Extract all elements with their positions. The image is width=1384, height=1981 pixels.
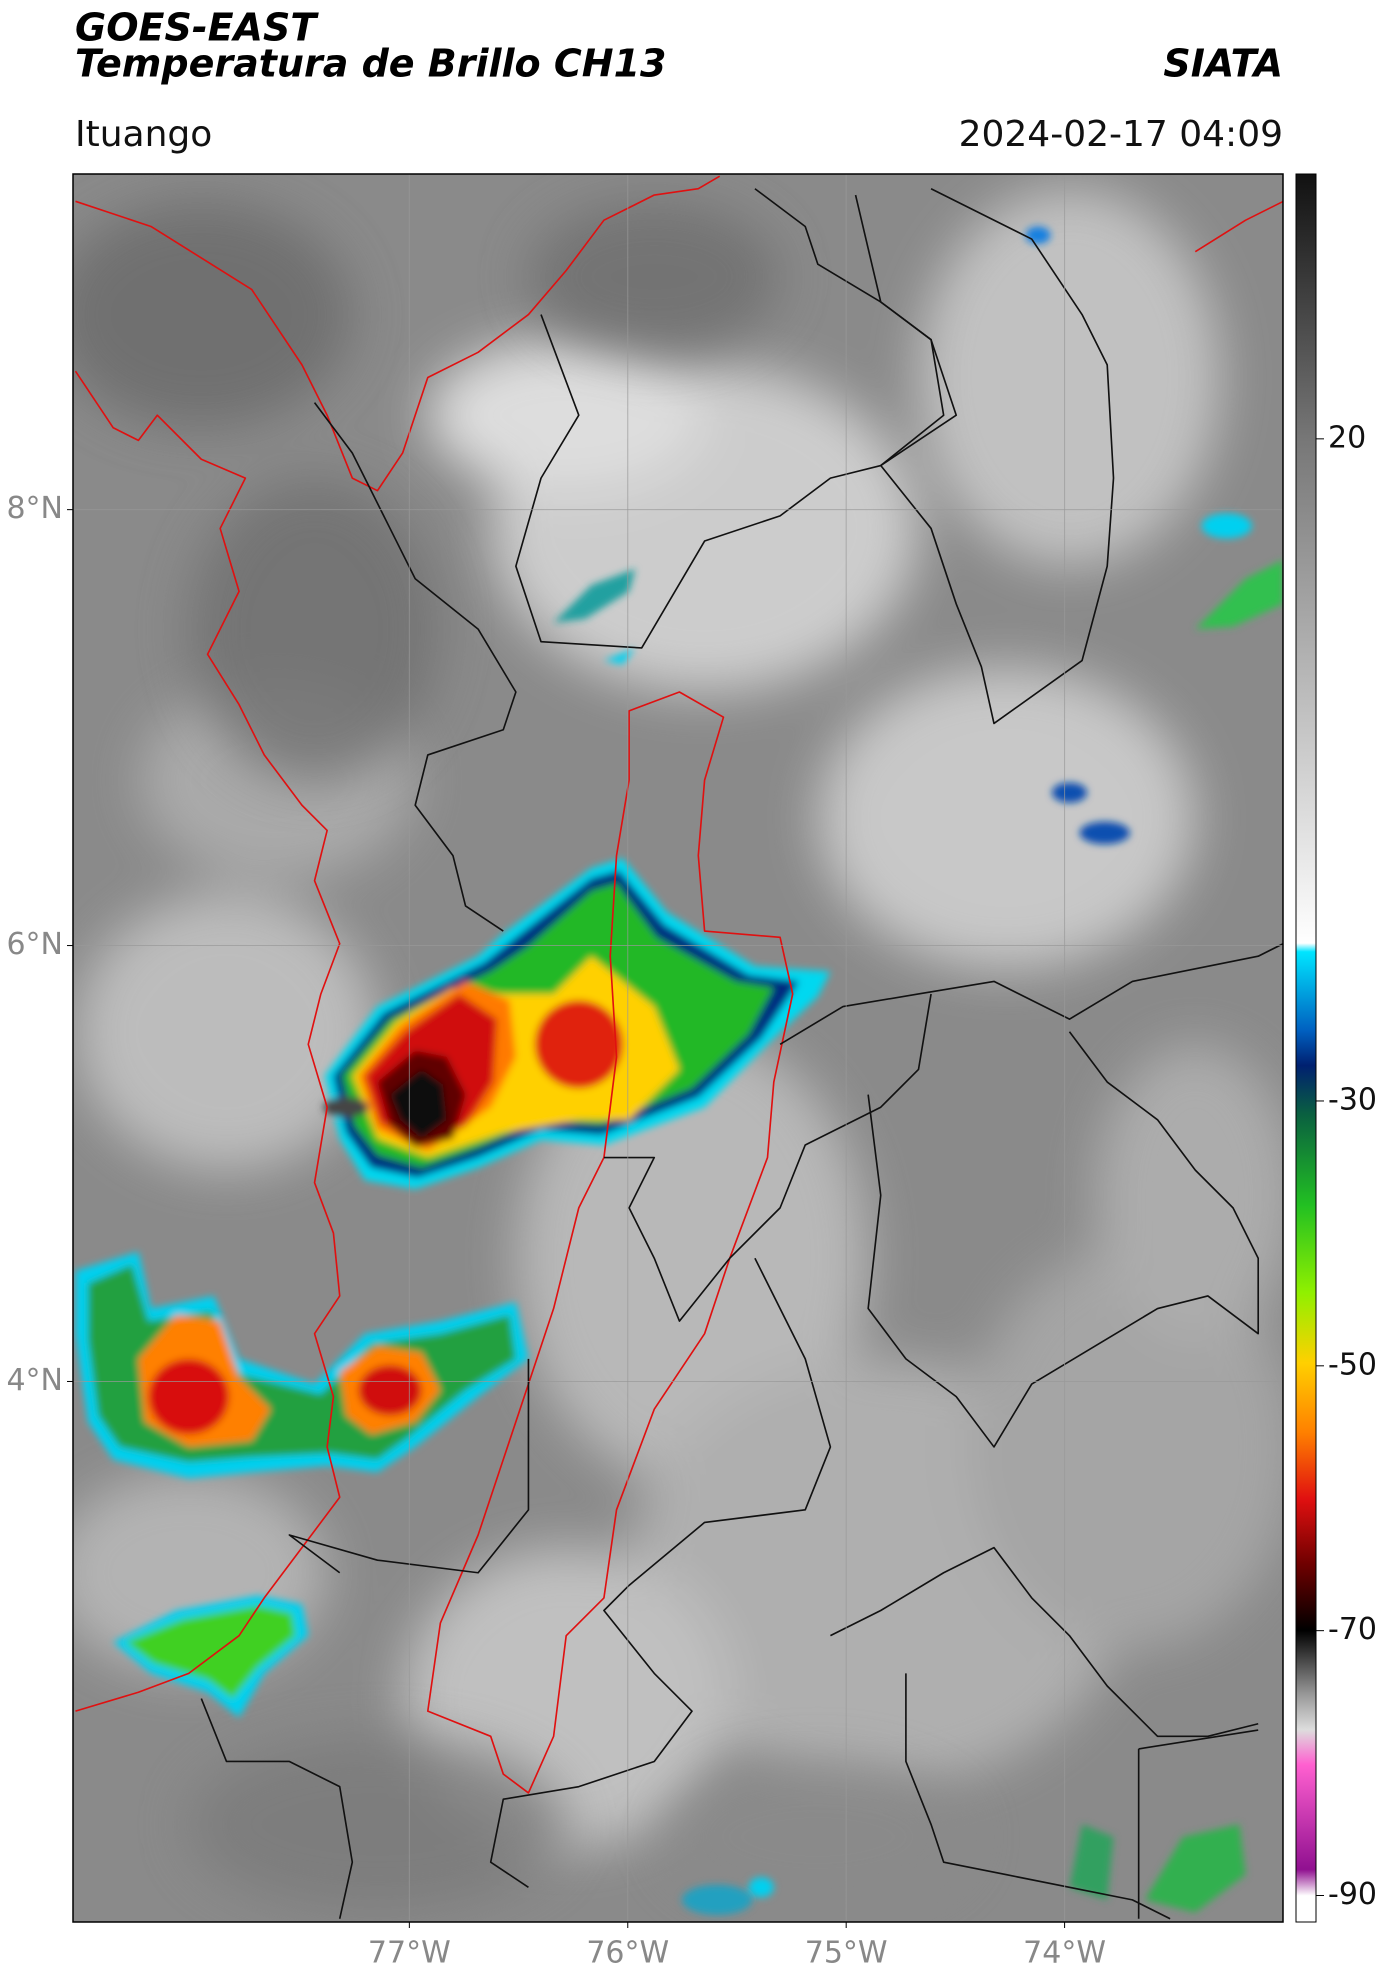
cloud-field (73, 175, 1283, 1920)
colorbar-tick-label: -90 (1328, 1877, 1377, 1912)
agency: SIATA (1163, 42, 1283, 86)
lon-tick-label: 77°W (368, 1936, 451, 1971)
lat-tick-label: 8°N (6, 491, 63, 526)
product-title: Temperatura de Brillo CH13 (75, 42, 666, 86)
graticule (73, 174, 1283, 1922)
lon-tick-label: 75°W (805, 1936, 888, 1971)
map-frame (72, 173, 1284, 1923)
colorbar-tick-label: -30 (1328, 1082, 1377, 1117)
colorbar (1295, 173, 1317, 1923)
satellite-title: GOES-EAST (75, 6, 319, 50)
satellite-image (73, 174, 1283, 1922)
lon-tick-label: 74°W (1023, 1936, 1106, 1971)
lon-tick-label: 76°W (586, 1936, 669, 1971)
colorbar-tick-label: -70 (1328, 1612, 1377, 1647)
lat-tick-label: 6°N (6, 927, 63, 962)
colorbar-tick-label: 20 (1328, 420, 1366, 455)
location: Ituango (75, 114, 212, 155)
lat-tick-label: 4°N (6, 1363, 63, 1398)
colorbar-tick-label: -50 (1328, 1347, 1377, 1382)
datetime: 2024-02-17 04:09 (959, 114, 1283, 155)
